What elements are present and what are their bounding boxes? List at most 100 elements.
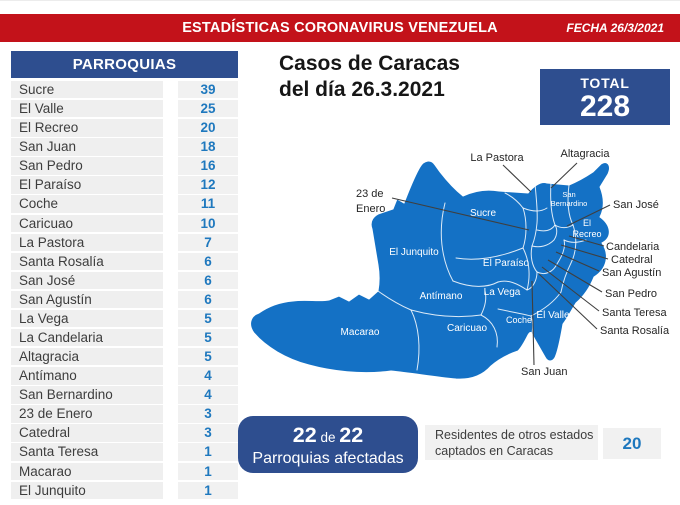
parish-name: El Valle — [11, 100, 163, 118]
map-leader-line — [566, 204, 611, 227]
map-leader-line — [502, 164, 532, 193]
municipality-outline — [250, 160, 610, 380]
table-row: El Recreo 20 — [11, 119, 238, 137]
map-callout-label: Candelaria — [606, 241, 660, 253]
parish-case-count: 39 — [178, 81, 238, 99]
total-label: TOTAL — [580, 75, 630, 91]
table-row: San Agustín 6 — [11, 290, 238, 309]
table-row: Santa Rosalía 6 — [11, 252, 238, 271]
parish-case-count: 16 — [178, 157, 238, 175]
map-region-label: El Junquito — [389, 247, 439, 258]
total-box: TOTAL 228 — [540, 69, 670, 125]
parish-name: La Vega — [11, 309, 163, 328]
parish-name: Altagracia — [11, 348, 163, 366]
parish-case-count: 1 — [178, 481, 238, 500]
parish-case-count: 4 — [178, 367, 238, 385]
table-row: Sucre 39 — [11, 81, 238, 99]
map-region-label: Caricuao — [447, 323, 487, 334]
parish-name: Caricuao — [11, 214, 163, 232]
parish-case-count: 18 — [178, 138, 238, 156]
map-region-label: Macarao — [341, 327, 380, 338]
map-callout-label: San Juan — [521, 366, 567, 378]
map-callout-label: San Agustín — [602, 267, 661, 279]
table-row: Antímano 4 — [11, 367, 238, 385]
parish-case-count: 11 — [178, 195, 238, 213]
map-callout-label: Santa Rosalía — [600, 325, 670, 337]
parish-case-count: 6 — [178, 271, 238, 290]
table-row: San José 6 — [11, 271, 238, 290]
table-row: San Juan 18 — [11, 138, 238, 156]
parish-name: Sucre — [11, 81, 163, 99]
map-leader-line — [550, 162, 578, 189]
map-callout-label: Catedral — [611, 254, 653, 266]
table-row: El Valle 25 — [11, 100, 238, 118]
parish-name: Santa Rosalía — [11, 252, 163, 271]
map-region-label: La Vega — [484, 287, 521, 298]
map-leader-line — [568, 235, 605, 247]
map-callout-label: San José — [613, 199, 659, 211]
parish-borders — [377, 182, 587, 371]
affected-caption: Parroquias afectadas — [252, 450, 404, 467]
affected-parroquias-box: 22 de 22 Parroquias afectadas — [238, 416, 418, 473]
parish-case-count: 20 — [178, 119, 238, 137]
map-region-label: Antímano — [420, 291, 463, 302]
map-leader-line — [538, 273, 598, 330]
parroquias-table-header: PARROQUIAS — [11, 51, 238, 78]
parish-case-count: 12 — [178, 176, 238, 194]
residents-line1: Residentes de otros estados — [435, 428, 594, 442]
parish-name: Santa Teresa — [11, 443, 163, 461]
parish-case-count: 5 — [178, 348, 238, 366]
parish-name: Macarao — [11, 462, 163, 480]
map-region-label: Coche — [506, 315, 532, 325]
page-title: Casos de Caracas del día 26.3.2021 — [279, 51, 460, 103]
affected-of: de — [320, 430, 336, 445]
map-leader-line — [391, 197, 530, 231]
parish-case-count: 3 — [178, 405, 238, 423]
table-row: Santa Teresa 1 — [11, 443, 238, 461]
parish-case-count: 6 — [178, 252, 238, 271]
banner-date: FECHA 26/3/2021 — [566, 21, 664, 35]
map-region-label: El — [583, 218, 591, 228]
map-callout-label: Enero — [356, 203, 385, 215]
parish-name: San Pedro — [11, 157, 163, 175]
parish-name: Antímano — [11, 367, 163, 385]
map-region-label: Recreo — [572, 229, 601, 239]
parish-name: San José — [11, 271, 163, 290]
table-row: Coche 11 — [11, 195, 238, 213]
table-row: Altagracia 5 — [11, 348, 238, 366]
map-callout-label: 23 de — [356, 188, 384, 200]
parish-case-count: 7 — [178, 233, 238, 252]
table-row: La Vega 5 — [11, 309, 238, 328]
map-region-label: El Paraíso — [483, 258, 530, 269]
table-row: La Pastora 7 — [11, 233, 238, 252]
table-row: El Paraíso 12 — [11, 176, 238, 194]
parish-name: El Paraíso — [11, 176, 163, 194]
parish-case-count: 10 — [178, 214, 238, 232]
residents-line2: captados en Caracas — [435, 444, 554, 458]
affected-count-line: 22 de 22 — [238, 423, 418, 448]
parroquias-table: Sucre 39 El Valle 25 El Recreo 20 San Juan 18 Sa… — [11, 81, 238, 501]
map-region-label: Bernardino — [551, 199, 588, 208]
parish-name: San Bernardino — [11, 386, 163, 404]
map-leader-line — [560, 244, 609, 260]
table-row: La Candelaria 5 — [11, 329, 238, 347]
parish-name: El Junquito — [11, 481, 163, 500]
table-row: San Bernardino 4 — [11, 386, 238, 404]
parish-name: 23 de Enero — [11, 405, 163, 423]
table-row: 23 de Enero 3 — [11, 405, 238, 423]
parish-name: San Agustín — [11, 290, 163, 309]
map-leader-line — [541, 266, 600, 312]
table-row: Macarao 1 — [11, 462, 238, 480]
parish-name: San Juan — [11, 138, 163, 156]
map-leader-lines — [391, 162, 611, 366]
map-leader-line — [531, 280, 535, 366]
map-region-label: San — [562, 190, 575, 199]
parish-name: La Pastora — [11, 233, 163, 252]
parish-case-count: 4 — [178, 386, 238, 404]
table-row: El Junquito 1 — [11, 481, 238, 500]
map-callout-label: Altagracia — [561, 148, 611, 160]
parish-case-count: 3 — [178, 424, 238, 442]
parish-name: Coche — [11, 195, 163, 213]
